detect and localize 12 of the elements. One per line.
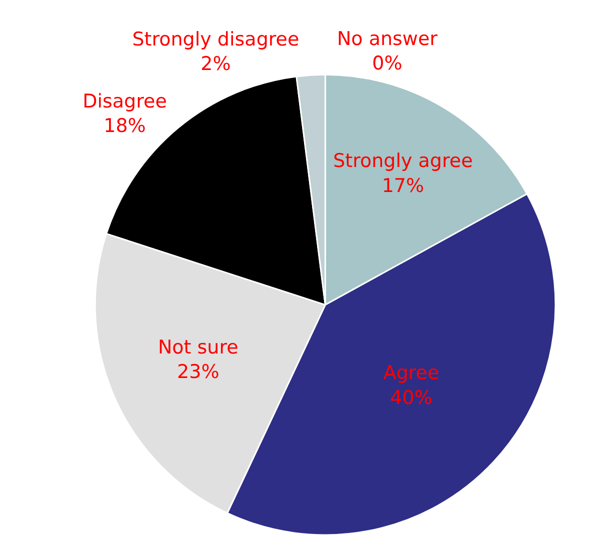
- data-label: 23%: [177, 361, 220, 384]
- text: 0%: [372, 52, 402, 75]
- data-label: 17%: [382, 174, 424, 197]
- slice-label: Strongly agree: [333, 150, 473, 172]
- slice-label: Disagree: [82, 90, 167, 112]
- data-label: 40%: [390, 386, 432, 409]
- slice-label: Strongly disagree: [132, 28, 300, 50]
- slice-label: Agree: [383, 362, 440, 384]
- category-label: No answer: [336, 28, 438, 50]
- data-label: 18%: [104, 114, 146, 137]
- slice-label: Not sure: [158, 336, 238, 358]
- data-label: 2%: [200, 53, 231, 76]
